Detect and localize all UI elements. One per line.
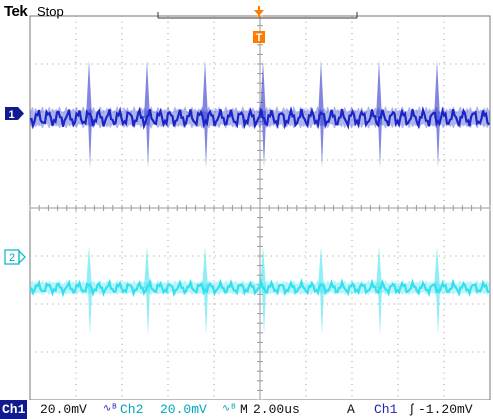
ch2-spike	[318, 246, 324, 336]
ch2-spike	[260, 246, 266, 336]
trigger-position-marker[interactable]: T	[253, 6, 265, 44]
ch1-spike	[260, 60, 266, 168]
ch1-label[interactable]: Ch1	[0, 400, 28, 419]
ch1-spike	[86, 60, 92, 168]
ch1-spike	[434, 60, 440, 168]
ch1-scale[interactable]: 20.0mV	[40, 402, 87, 417]
top-status-bar: Tek Stop	[0, 0, 493, 22]
trigger-level[interactable]: -1.20mV	[418, 402, 473, 417]
ch2-line	[29, 277, 490, 298]
trigger-mode[interactable]: A	[347, 402, 355, 417]
channel-2-ground-marker[interactable]: 2	[4, 249, 26, 265]
ch2-spike	[376, 246, 382, 336]
timebase-label: M	[240, 402, 248, 417]
bottom-readout-bar: Ch1 20.0mV ∿ᴮ Ch2 20.0mV ∿ᴮ M 2.00us A C…	[0, 400, 493, 419]
svg-text:1: 1	[8, 109, 14, 121]
ch2-spike	[434, 246, 440, 336]
ch1-line	[29, 105, 490, 131]
acquisition-state[interactable]: Stop	[37, 4, 64, 19]
record-view-bracket	[157, 12, 358, 19]
svg-text:T: T	[256, 32, 263, 44]
timebase-value[interactable]: 2.00us	[253, 402, 300, 417]
ch2-spike	[86, 246, 92, 336]
channel-1-waveform	[29, 60, 490, 168]
trigger-source[interactable]: Ch1	[374, 402, 398, 417]
ac-bw-limit-icon: ∿ᴮ	[222, 404, 237, 415]
svg-text:2: 2	[9, 252, 15, 264]
channel-1-ground-marker[interactable]: 1	[5, 107, 24, 121]
ch1-spike	[202, 60, 208, 168]
ch2-spike	[144, 246, 150, 336]
brand-logo: Tek	[4, 3, 28, 20]
ch1-spike	[144, 60, 150, 168]
ch1-spike	[318, 60, 324, 168]
channel-2-waveform	[29, 246, 490, 336]
ch2-scale[interactable]: 20.0mV	[160, 402, 207, 417]
ac-bw-limit-icon: ∿ᴮ	[103, 404, 118, 415]
ch2-label[interactable]: Ch2	[120, 402, 144, 417]
ch1-spike	[376, 60, 382, 168]
ch2-spike	[202, 246, 208, 336]
graticule-grid	[29, 15, 491, 401]
rising-edge-icon: ʃ	[408, 402, 416, 417]
